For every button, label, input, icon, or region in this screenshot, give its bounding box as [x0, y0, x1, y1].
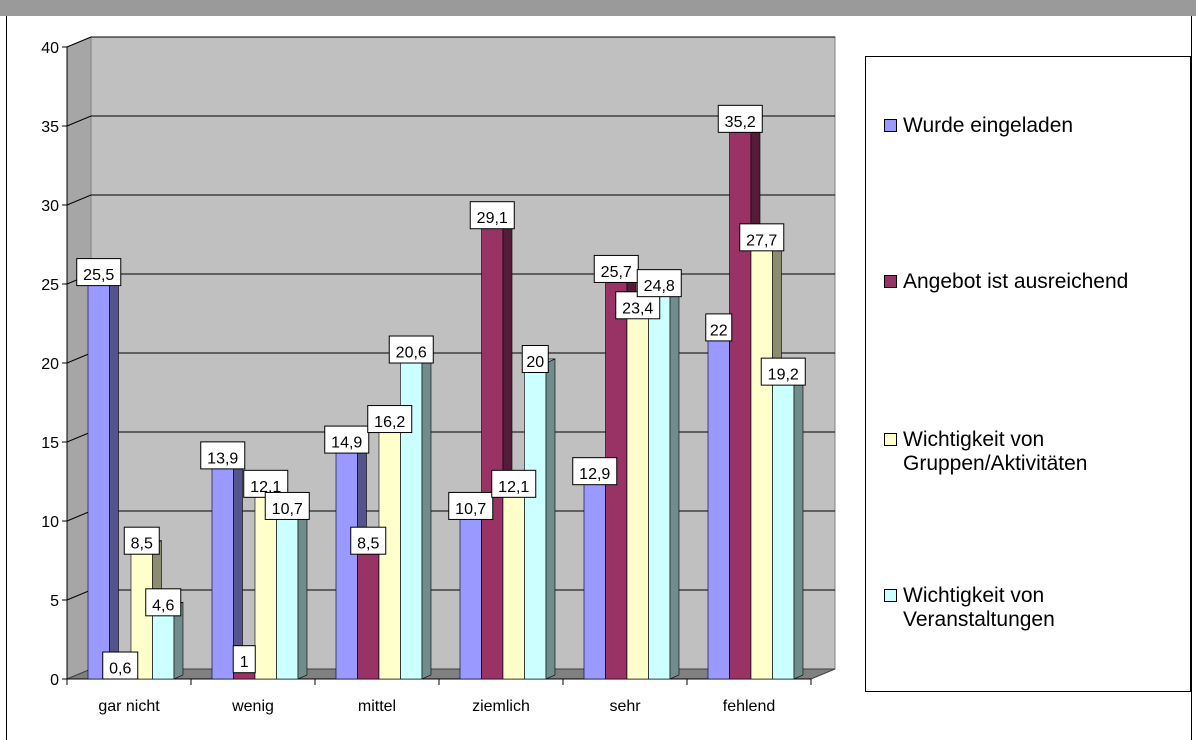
- bar-0-0: [87, 271, 119, 680]
- svg-text:12,9: 12,9: [579, 466, 610, 483]
- legend: Wurde eingeladen Angebot ist ausreichend…: [865, 56, 1191, 692]
- legend-label-3: Wichtigkeit von Veranstaltungen: [903, 584, 1055, 631]
- data-label: 8,5: [123, 526, 160, 555]
- y-tick-label: 40: [41, 40, 59, 57]
- data-label: 25,5: [76, 258, 122, 287]
- svg-text:27,7: 27,7: [746, 232, 777, 249]
- legend-label-1: Angebot ist ausreichend: [903, 270, 1129, 293]
- svg-text:20: 20: [526, 354, 544, 371]
- svg-text:19,2: 19,2: [768, 367, 799, 384]
- gridline: [66, 36, 835, 48]
- gridline: [66, 194, 835, 206]
- svg-text:13,9: 13,9: [207, 450, 238, 467]
- data-label: 10,7: [448, 491, 494, 520]
- bar-chart: 0 5 10 15 20 25 30 35 40 gar nicht wenig mittel ziem…: [41, 36, 836, 715]
- data-label: 16,2: [367, 405, 413, 434]
- bar-5-3: [772, 371, 804, 680]
- data-label: 14,9: [324, 425, 370, 454]
- data-label: 13,9: [200, 441, 246, 470]
- x-tick-label: sehr: [609, 698, 641, 715]
- legend-label-0: Wurde eingeladen: [903, 114, 1074, 137]
- svg-text:10,7: 10,7: [455, 501, 486, 518]
- x-tick-label: fehlend: [723, 698, 776, 715]
- bar-1-3: [276, 505, 308, 680]
- svg-text:8,5: 8,5: [131, 536, 153, 553]
- svg-text:20,6: 20,6: [396, 345, 427, 362]
- svg-text:24,8: 24,8: [644, 278, 675, 295]
- data-label: 10,7: [264, 491, 310, 520]
- legend-label-2: Wichtigkeit von Gruppen/Aktivitäten: [903, 428, 1088, 475]
- legend-item-3: Wichtigkeit von Veranstaltungen: [884, 584, 1183, 632]
- svg-text:8,5: 8,5: [357, 536, 379, 553]
- svg-text:16,2: 16,2: [374, 414, 405, 431]
- data-label: 4,6: [145, 588, 182, 617]
- data-label: 19,2: [760, 357, 806, 386]
- legend-item-2: Wichtigkeit von Gruppen/Aktivitäten: [884, 428, 1183, 476]
- svg-text:25,5: 25,5: [83, 267, 114, 284]
- svg-text:10,7: 10,7: [272, 501, 303, 518]
- data-labels: 25,5 0,6 8,5 4,6 13,9 1 12,1 10,7 14,9 8,5 16,2 20,…: [76, 104, 806, 680]
- data-label: 12,1: [491, 469, 537, 498]
- y-tick-label: 0: [50, 672, 59, 689]
- svg-text:14,9: 14,9: [331, 435, 362, 452]
- svg-text:23,4: 23,4: [622, 300, 653, 317]
- bar-2-3: [400, 349, 432, 680]
- x-tick-label: ziemlich: [472, 698, 530, 715]
- svg-text:4,6: 4,6: [152, 597, 174, 614]
- top-bar: [0, 0, 1196, 16]
- svg-text:12,1: 12,1: [498, 479, 529, 496]
- bar-0-3: [152, 601, 184, 680]
- svg-text:35,2: 35,2: [725, 114, 756, 131]
- data-label: 27,7: [739, 223, 785, 252]
- y-tick-label: 15: [41, 435, 59, 452]
- data-label: 12,9: [572, 457, 618, 486]
- data-label: 20,6: [388, 335, 434, 364]
- svg-text:25,7: 25,7: [601, 264, 632, 281]
- x-tick-label: wenig: [231, 698, 274, 715]
- svg-text:1: 1: [240, 654, 249, 671]
- chart-frame: 0 5 10 15 20 25 30 35 40 gar nicht wenig mittel ziem…: [6, 16, 1192, 740]
- bar-4-3: [648, 282, 680, 680]
- data-label: 0,6: [102, 651, 139, 680]
- svg-text:12,1: 12,1: [250, 479, 281, 496]
- data-label: 20: [521, 345, 549, 373]
- svg-text:22: 22: [710, 322, 728, 339]
- y-tick-label: 30: [41, 198, 59, 215]
- legend-swatch-1: [884, 275, 897, 288]
- legend-item-1: Angebot ist ausreichend: [884, 270, 1183, 294]
- legend-swatch-3: [884, 589, 897, 602]
- legend-swatch-0: [884, 119, 897, 132]
- data-label: 35,2: [717, 104, 763, 133]
- data-label: 24,8: [636, 269, 682, 298]
- y-tick-label: 10: [41, 514, 59, 531]
- data-label: 29,1: [469, 201, 515, 230]
- legend-swatch-2: [884, 433, 897, 446]
- y-tick-label: 35: [41, 119, 59, 136]
- svg-text:29,1: 29,1: [477, 210, 508, 227]
- bar-3-3: [524, 358, 556, 680]
- y-tick-label: 5: [50, 593, 59, 610]
- y-tick-label: 25: [41, 277, 59, 294]
- data-label: 22: [705, 313, 733, 342]
- legend-item-0: Wurde eingeladen: [884, 114, 1183, 138]
- data-label: 25,7: [593, 254, 639, 283]
- x-tick-label: gar nicht: [98, 698, 160, 715]
- x-tick-label: mittel: [358, 698, 396, 715]
- gridline: [66, 115, 835, 127]
- data-label: 8,5: [350, 526, 387, 555]
- y-tick-label: 20: [41, 356, 59, 373]
- data-label: 1: [232, 645, 256, 674]
- svg-text:0,6: 0,6: [109, 661, 131, 678]
